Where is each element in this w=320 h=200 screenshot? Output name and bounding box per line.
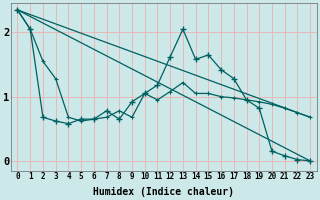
X-axis label: Humidex (Indice chaleur): Humidex (Indice chaleur) xyxy=(93,186,234,197)
